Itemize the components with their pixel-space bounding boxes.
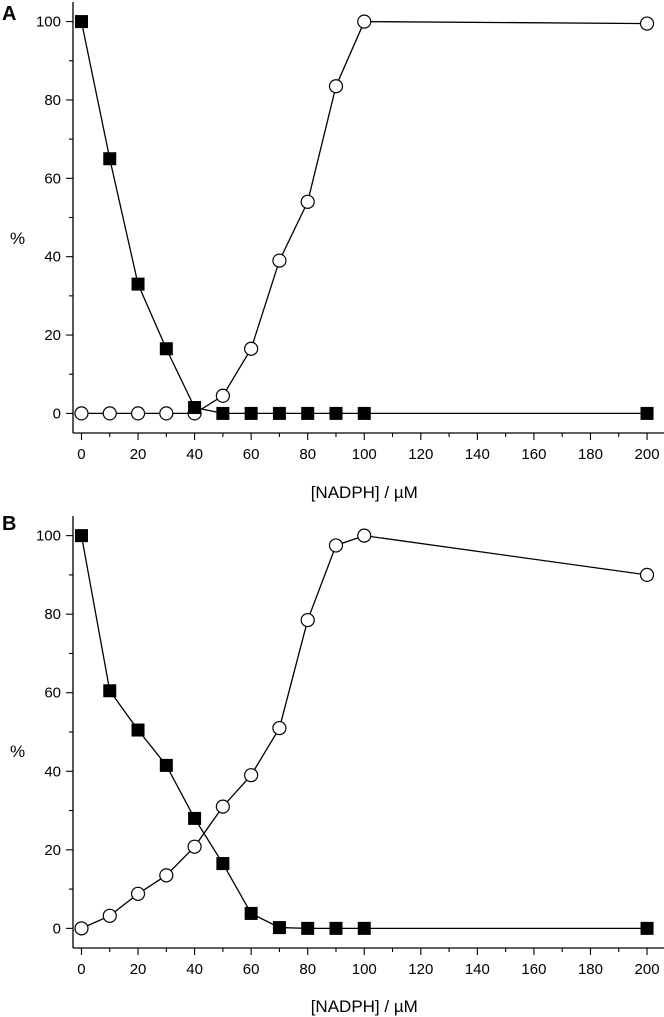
- data-point-circle: [357, 14, 372, 29]
- x-tick-label: 60: [243, 446, 260, 463]
- data-point-circle: [159, 406, 174, 421]
- data-point-circle: [300, 612, 315, 628]
- x-tick-label: 120: [408, 961, 433, 978]
- data-point-circle: [244, 768, 259, 783]
- data-point-square: [301, 406, 315, 420]
- y-tick-label: 60: [44, 170, 61, 187]
- data-point-square: [216, 406, 230, 420]
- data-point-square: [329, 406, 343, 420]
- y-tick-label: 100: [36, 14, 61, 31]
- data-point-square: [272, 406, 286, 420]
- x-tick-label: 20: [130, 961, 147, 978]
- y-tick-label: 20: [44, 842, 61, 859]
- x-tick-label: 40: [186, 446, 203, 463]
- x-tick-label: 0: [77, 961, 85, 978]
- data-point-circle: [102, 406, 117, 421]
- data-point-circle: [357, 528, 372, 543]
- data-point-circle: [215, 388, 230, 403]
- y-axis-title: %: [10, 742, 25, 761]
- data-point-circle: [74, 406, 89, 421]
- x-tick-label: 180: [578, 446, 603, 463]
- x-tick-label: 40: [186, 961, 203, 978]
- data-point-square: [131, 723, 145, 737]
- data-point-circle: [215, 799, 230, 814]
- panel-a: 0 20 40 60 80 100 0 20 40 60 80 100 120 140 160 180 200 […: [2, 2, 664, 502]
- y-tick-label: 0: [53, 920, 61, 937]
- data-point-square: [272, 921, 286, 935]
- x-tick-label: 160: [521, 446, 546, 463]
- x-tick-label: 140: [465, 961, 490, 978]
- y-tick-label: 60: [44, 685, 61, 702]
- y-tick-label: 100: [36, 528, 61, 545]
- data-point-square: [640, 921, 654, 935]
- data-point-square: [74, 529, 88, 543]
- data-point-square: [301, 921, 315, 935]
- x-tick-label: 100: [352, 961, 377, 978]
- data-point-square: [74, 15, 88, 29]
- data-point-square: [640, 406, 654, 420]
- data-point-square: [329, 921, 343, 935]
- data-point-circle: [102, 908, 117, 923]
- panel-label: A: [2, 3, 16, 25]
- data-point-circle: [272, 253, 287, 268]
- x-tick-label: 140: [465, 446, 490, 463]
- data-point-square: [216, 857, 230, 871]
- data-point-circle: [300, 194, 315, 209]
- y-tick-label: 80: [44, 92, 61, 109]
- x-tick-label: 200: [635, 961, 660, 978]
- data-point-circle: [328, 79, 344, 94]
- y-tick-label: 20: [44, 327, 61, 344]
- y-tick-label: 80: [44, 606, 61, 623]
- panel-label: B: [2, 513, 16, 535]
- x-tick-label: 180: [578, 961, 603, 978]
- data-point-square: [159, 758, 173, 772]
- data-point-circle: [74, 921, 89, 936]
- x-tick-label: 80: [299, 961, 316, 978]
- data-point-circle: [130, 886, 146, 901]
- data-point-circle: [130, 406, 146, 421]
- x-tick-label: 60: [243, 961, 260, 978]
- data-point-square: [103, 684, 117, 698]
- x-tick-label: 120: [408, 446, 433, 463]
- panel-b: 0 20 40 60 80 100 0 20 40 60 80 100 120 140 160 180 200 […: [2, 513, 664, 1016]
- y-axis-title: %: [10, 229, 25, 248]
- y-tick-label: 0: [53, 405, 61, 422]
- x-tick-label: 80: [299, 446, 316, 463]
- data-point-circle: [639, 567, 655, 583]
- y-tick-label: 40: [44, 763, 61, 780]
- data-point-square: [357, 921, 371, 935]
- data-point-square: [131, 277, 145, 291]
- data-point-square: [357, 406, 371, 420]
- data-point-circle: [187, 839, 202, 854]
- data-point-circle: [328, 538, 344, 553]
- data-point-circle: [639, 16, 655, 31]
- x-tick-label: 160: [521, 961, 546, 978]
- x-tick-label: 100: [352, 446, 377, 463]
- x-tick-label: 20: [130, 446, 147, 463]
- data-point-square: [188, 811, 202, 825]
- data-point-square: [103, 152, 117, 166]
- data-point-circle: [244, 341, 259, 356]
- data-point-square: [159, 342, 173, 356]
- y-tick-label: 40: [44, 249, 61, 266]
- x-axis-title: [NADPH] / µM: [311, 483, 418, 502]
- data-point-circle: [272, 720, 287, 736]
- x-axis-title: [NADPH] / µM: [311, 997, 418, 1016]
- data-point-square: [188, 401, 202, 415]
- data-point-circle: [159, 868, 174, 883]
- x-tick-label: 200: [635, 446, 660, 463]
- x-tick-label: 0: [77, 446, 85, 463]
- data-point-square: [244, 406, 258, 420]
- data-point-square: [244, 906, 258, 920]
